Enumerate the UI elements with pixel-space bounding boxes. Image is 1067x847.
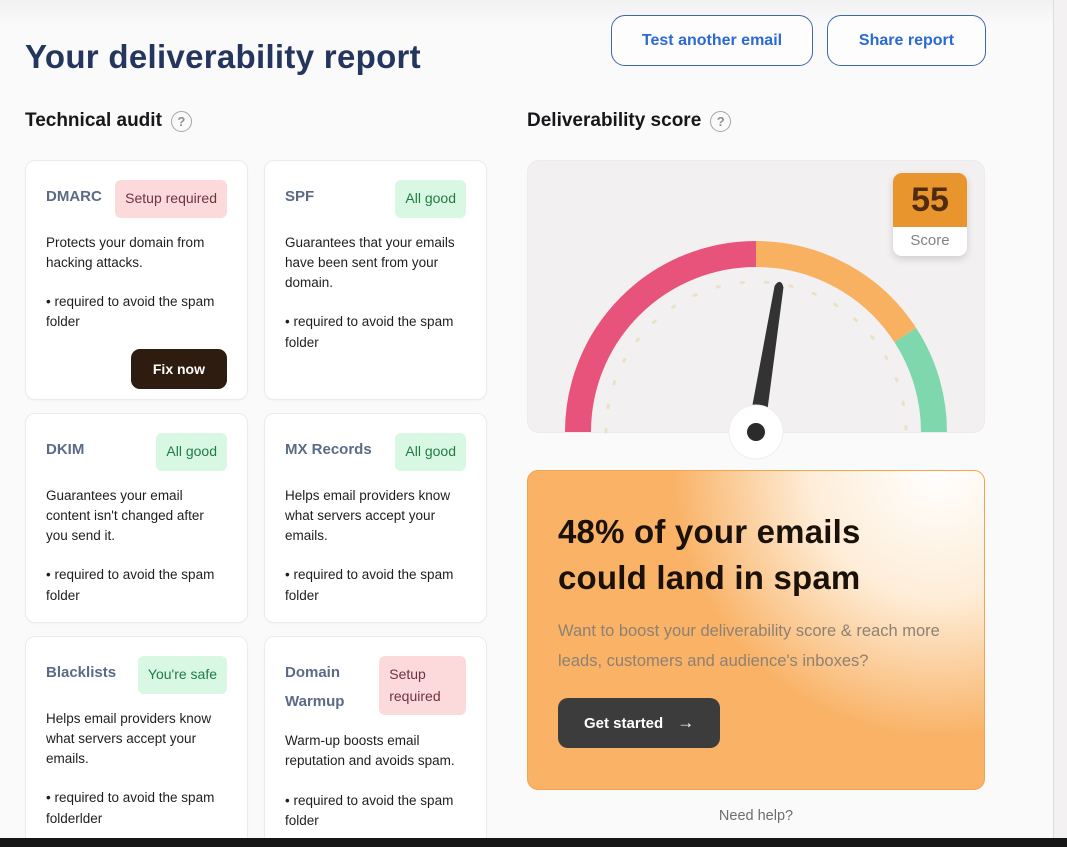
- technical-audit-heading-label: Technical audit: [25, 110, 162, 131]
- card-note: • required to avoid the spam folder: [285, 792, 454, 828]
- card-note: • required to avoid the spam folder: [46, 294, 215, 330]
- card-note: • required to avoid the spam folderlder: [46, 790, 215, 826]
- spam-warning-subtext: Want to boost your deliverability score …: [558, 622, 940, 670]
- deliverability-score-heading-label: Deliverability score: [527, 110, 702, 131]
- card-header: MX Records All good: [285, 433, 466, 471]
- score-label: Score: [893, 227, 967, 256]
- technical-audit-heading: Technical audit ?: [25, 110, 192, 132]
- card-header: Domain Warmup Setup required: [285, 656, 466, 716]
- card-title: MX Records: [285, 441, 372, 458]
- audit-card-spf: SPF All good Guarantees that your emails…: [264, 160, 487, 400]
- card-description: Guarantees that your emails have been se…: [285, 234, 455, 291]
- spam-warning-headline: 48% of your emails could land in spam: [558, 513, 861, 596]
- card-description: Helps email providers know what servers …: [285, 487, 451, 544]
- page-title: Your deliverability report: [25, 38, 421, 76]
- status-badge: All good: [395, 433, 466, 471]
- deliverability-score-heading: Deliverability score ?: [527, 110, 732, 132]
- card-title: SPF: [285, 188, 315, 205]
- card-header: SPF All good: [285, 180, 466, 218]
- card-description: Helps email providers know what servers …: [46, 710, 212, 767]
- card-description: Warm-up boosts email reputation and avoi…: [285, 733, 455, 769]
- share-report-button[interactable]: Share report: [827, 15, 986, 66]
- card-note: • required to avoid the spam folder: [285, 314, 454, 350]
- gauge-segment-2: [894, 328, 947, 433]
- audit-card-dmarc: DMARC Setup required Protects your domai…: [25, 160, 248, 400]
- spam-warning-card: 48% of your emails could land in spam Wa…: [527, 470, 985, 790]
- card-title: DMARC: [46, 188, 102, 205]
- status-badge: Setup required: [115, 180, 227, 218]
- card-description: Protects your domain from hacking attack…: [46, 234, 205, 270]
- card-title: Blacklists: [46, 664, 117, 681]
- audit-card-blacklists: Blacklists You're safe Helps email provi…: [25, 636, 248, 847]
- score-value: 55: [893, 173, 967, 227]
- card-title: DKIM: [46, 441, 85, 458]
- card-header: DMARC Setup required: [46, 180, 227, 218]
- gauge-segment-0: [565, 241, 757, 433]
- need-help-link[interactable]: Need help?: [718, 808, 794, 824]
- status-badge: All good: [156, 433, 227, 471]
- gauge-segment-1: [755, 241, 917, 343]
- gauge-hub-dot: [747, 423, 765, 441]
- status-badge: All good: [395, 180, 466, 218]
- fix-now-button[interactable]: Fix now: [130, 348, 227, 389]
- gauge-needle: [747, 281, 784, 437]
- get-started-label: Get started: [584, 714, 664, 732]
- audit-card-domain-warmup: Domain Warmup Setup required Warm-up boo…: [264, 636, 487, 847]
- card-title: Domain Warmup: [285, 664, 345, 710]
- status-badge: Setup required: [379, 656, 466, 716]
- scrollbar-gutter[interactable]: [1053, 0, 1067, 847]
- card-note: • required to avoid the spam folder: [46, 567, 215, 603]
- audit-card-mx-records: MX Records All good Helps email provider…: [264, 413, 487, 623]
- card-header: Blacklists You're safe: [46, 656, 227, 694]
- technical-audit-cards: DMARC Setup required Protects your domai…: [25, 160, 487, 847]
- card-header: DKIM All good: [46, 433, 227, 471]
- bottom-edge-bar: [0, 838, 1067, 847]
- help-icon[interactable]: ?: [710, 110, 732, 132]
- card-description: Guarantees your email content isn't chan…: [46, 487, 204, 544]
- status-badge: You're safe: [137, 656, 227, 694]
- get-started-button[interactable]: Get started →: [558, 698, 721, 749]
- help-icon[interactable]: ?: [170, 110, 192, 132]
- score-gauge: [565, 241, 947, 460]
- score-gauge-card: 55 Score: [527, 160, 985, 470]
- test-another-email-button[interactable]: Test another email: [611, 15, 813, 66]
- card-note: • required to avoid the spam folder: [285, 567, 454, 603]
- audit-card-dkim: DKIM All good Guarantees your email cont…: [25, 413, 248, 623]
- arrow-right-icon: →: [677, 713, 695, 733]
- score-widget: 55 Score: [893, 173, 967, 256]
